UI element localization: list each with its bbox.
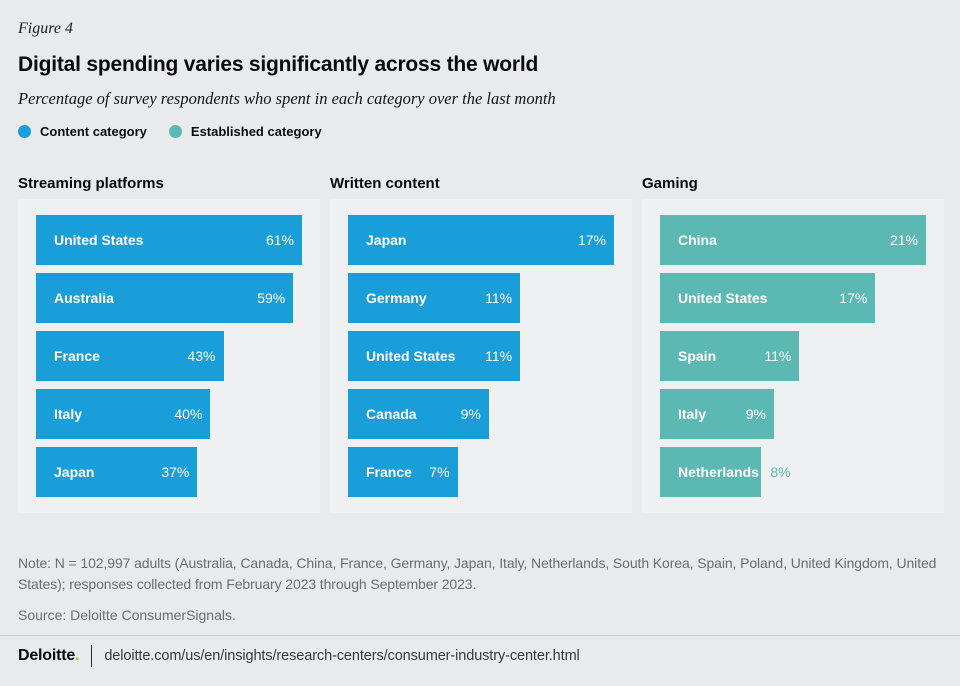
panel-group-streaming-platforms: Streaming platforms United States 61% Austr…	[18, 175, 320, 514]
note-text: Note: N = 102,997 adults (Australia, Can…	[18, 555, 937, 593]
bar-netherlands: Netherlands	[660, 447, 762, 498]
bar-value: 17%	[839, 290, 868, 307]
bar-united-states: United States 61%	[36, 215, 302, 266]
footer-divider	[0, 635, 960, 637]
bar-value: 40%	[174, 406, 203, 423]
bar-row-france: France 43%	[36, 331, 302, 382]
legend-item-content-category: Content category	[18, 124, 147, 139]
bar-value: 43%	[187, 348, 216, 365]
bar-label: Australia	[54, 290, 114, 307]
bar-italy: Italy 9%	[660, 389, 774, 440]
legend: Content category Established category	[18, 124, 944, 139]
bar-row-france: France 7%	[348, 447, 614, 498]
legend-label: Content category	[40, 124, 147, 140]
bar-row-united-states: United States 17%	[660, 273, 926, 324]
bar-label: Canada	[366, 406, 417, 423]
bar-japan: Japan 17%	[348, 215, 614, 266]
panel-group-gaming: Gaming China 21% United States 17% Spain 11% It…	[642, 175, 944, 514]
bar-italy: Italy 40%	[36, 389, 211, 440]
panel-group-written-content: Written content Japan 17% Germany 11% United …	[330, 175, 632, 514]
bar-japan: Japan 37%	[36, 447, 198, 498]
bar-label: Netherlands	[678, 464, 759, 481]
bar-value: 21%	[889, 232, 918, 249]
bar-label: United States	[54, 232, 144, 249]
bar-row-germany: Germany 11%	[348, 273, 614, 324]
panel-gaming: China 21% United States 17% Spain 11% Italy 9% N…	[642, 199, 944, 514]
bar-label: France	[54, 348, 100, 365]
bar-label: Japan	[54, 464, 95, 481]
bar-row-italy: Italy 40%	[36, 389, 302, 440]
bar-row-united-states: United States 61%	[36, 215, 302, 266]
footer-url: deloitte.com/us/en/insights/research-cen…	[104, 648, 580, 665]
bar-label: United States	[366, 348, 456, 365]
bar-germany: Germany 11%	[348, 273, 521, 324]
bar-label: Japan	[366, 232, 407, 249]
deloitte-logo: Deloitte.	[18, 647, 80, 665]
deloitte-logo-green-dot: .	[75, 647, 80, 665]
bar-value: 11%	[485, 290, 513, 307]
bar-value: 9%	[460, 406, 481, 423]
charts-row: Streaming platforms United States 61% Austr…	[18, 175, 944, 514]
footer-bar: Deloitte. deloitte.com/us/en/insights/re…	[18, 645, 944, 668]
bar-value: 8%	[770, 464, 791, 481]
panel-title-gaming: Gaming	[642, 175, 698, 193]
bar-row-italy: Italy 9%	[660, 389, 926, 440]
source-text: Source: Deloitte ConsumerSignals.	[18, 607, 236, 624]
bar-label: Spain	[678, 348, 717, 365]
bar-row-spain: Spain 11%	[660, 331, 926, 382]
panel-title-written-content: Written content	[330, 175, 440, 193]
figure-label: Figure 4	[18, 20, 73, 37]
bar-row-japan: Japan 17%	[348, 215, 614, 266]
bar-row-canada: Canada 9%	[348, 389, 614, 440]
bar-value: 7%	[429, 464, 450, 481]
legend-item-established-category: Established category	[168, 124, 322, 140]
bar-china: China 21%	[660, 215, 926, 266]
bar-value: 37%	[161, 464, 190, 481]
legend-label: Established category	[190, 124, 322, 140]
bar-row-china: China 21%	[660, 215, 926, 266]
bar-spain: Spain 11%	[660, 331, 800, 382]
bar-label: Italy	[54, 406, 83, 423]
footer-separator	[91, 645, 93, 668]
bar-value: 61%	[265, 232, 294, 249]
bar-row-australia: Australia 59%	[36, 273, 302, 324]
bar-label: United States	[678, 290, 768, 307]
panel-streaming-platforms: United States 61% Australia 59% France 43% Ita…	[18, 199, 320, 514]
chart-subtitle: Percentage of survey respondents who spe…	[18, 88, 556, 108]
bar-label: Italy	[678, 406, 707, 423]
content-category-dot-icon	[18, 125, 31, 139]
bar-value: 11%	[764, 348, 792, 365]
bar-row-japan: Japan 37%	[36, 447, 302, 498]
bar-value: 11%	[485, 348, 513, 365]
bar-value: 17%	[577, 232, 606, 249]
bar-canada: Canada 9%	[348, 389, 489, 440]
bar-united-states: United States 17%	[660, 273, 876, 324]
bar-label: France	[366, 464, 412, 481]
bar-label: China	[678, 232, 717, 249]
bar-label: Germany	[366, 290, 427, 307]
bar-value: 9%	[745, 406, 766, 423]
bar-value: 59%	[257, 290, 286, 307]
bar-france: France 43%	[36, 331, 224, 382]
panel-written-content: Japan 17% Germany 11% United States 11% Canada…	[330, 199, 632, 514]
bar-united-states: United States 11%	[348, 331, 521, 382]
bar-australia: Australia 59%	[36, 273, 294, 324]
bar-row-netherlands: Netherlands 8%	[660, 447, 926, 498]
deloitte-logo-text: Deloitte	[18, 647, 76, 665]
established-category-dot-icon	[168, 125, 182, 139]
panel-title-streaming-platforms: Streaming platforms	[18, 175, 164, 193]
bar-row-united-states: United States 11%	[348, 331, 614, 382]
chart-title: Digital spending varies significantly ac…	[18, 52, 539, 76]
bar-france: France 7%	[348, 447, 458, 498]
